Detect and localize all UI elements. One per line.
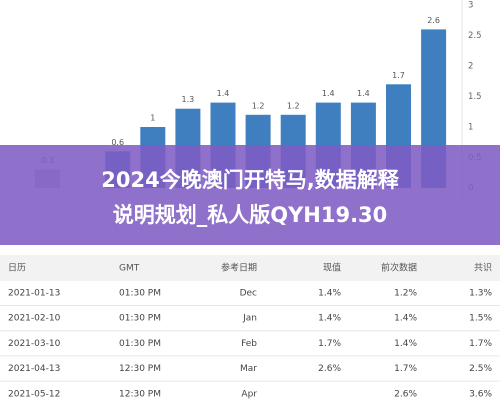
table-cell: 12:30 PM <box>119 364 161 374</box>
table-cell: 1.7% <box>469 339 492 349</box>
value-label: 1.2 <box>252 101 265 110</box>
value-label: 1.4 <box>357 89 370 98</box>
table-cell: Apr <box>241 389 257 399</box>
banner-line: 说明规划_私人版QYH19.30 <box>113 203 388 227</box>
banner <box>0 145 500 245</box>
y-tick-label: 2 <box>468 62 473 72</box>
y-tick-label: 1.5 <box>468 92 482 102</box>
table-header-cell: GMT <box>119 264 140 274</box>
table-cell: Jan <box>242 314 257 324</box>
table: 日历 GMT 参考日期 现值 前次数据 共识 2021-01-13 01:30 PM Dec 1.… <box>0 255 500 399</box>
table-cell: 01:30 PM <box>119 339 161 349</box>
table-header-cell: 共识 <box>474 263 492 274</box>
table-cell: 2021-02-10 <box>8 314 61 324</box>
y-tick-label: 3 <box>468 1 473 11</box>
table-cell: 2021-01-13 <box>8 289 60 299</box>
table-cell: 1.2% <box>394 289 417 299</box>
value-label: 2.6 <box>427 16 440 25</box>
table-cell: 1.5% <box>469 314 492 324</box>
value-label: 1.4 <box>217 89 230 98</box>
value-label: 1.3 <box>182 95 195 104</box>
table-header-cell: 现值 <box>323 262 341 274</box>
table-cell: 3.6% <box>469 389 492 399</box>
value-label: 1.2 <box>287 101 300 110</box>
table-cell: 2021-03-10 <box>8 339 61 349</box>
table-cell: 1.4% <box>318 289 341 299</box>
table-cell: 1.3% <box>469 289 492 299</box>
table-cell: 2021-05-12 <box>8 389 60 399</box>
value-label: 1 <box>150 114 155 123</box>
table-cell: 1.4% <box>394 339 417 349</box>
table-cell: Feb <box>241 339 257 349</box>
table-cell: 01:30 PM <box>119 289 161 299</box>
table-cell: 1.4% <box>394 314 417 324</box>
table-cell: 1.7% <box>318 339 341 349</box>
table-cell: 2.5% <box>469 364 492 374</box>
table-cell: 01:30 PM <box>119 314 161 324</box>
table-cell: 2.6% <box>394 389 417 399</box>
table-header-bg <box>0 255 500 281</box>
y-tick-label: 2.5 <box>468 31 482 41</box>
table-cell: 1.7% <box>394 364 417 374</box>
y-tick-label: 1 <box>468 123 473 133</box>
table-cell: 1.4% <box>318 314 341 324</box>
table-header-cell: 前次数据 <box>381 262 417 274</box>
value-label: 0.6 <box>111 138 124 147</box>
value-label: 1.7 <box>392 71 405 80</box>
table-cell: 2.6% <box>318 364 341 374</box>
table-cell: Mar <box>240 364 257 374</box>
table-cell: Dec <box>240 289 257 299</box>
banner-line: 2024今晚澳门开特马,数据解释 <box>101 168 399 192</box>
table-cell: 2021-04-13 <box>8 364 60 374</box>
table-header-cell: 参考日期 <box>221 262 257 274</box>
table-header-cell: 日历 <box>8 263 26 274</box>
value-label: 1.4 <box>322 89 335 98</box>
table-cell: 12:30 PM <box>119 389 161 399</box>
